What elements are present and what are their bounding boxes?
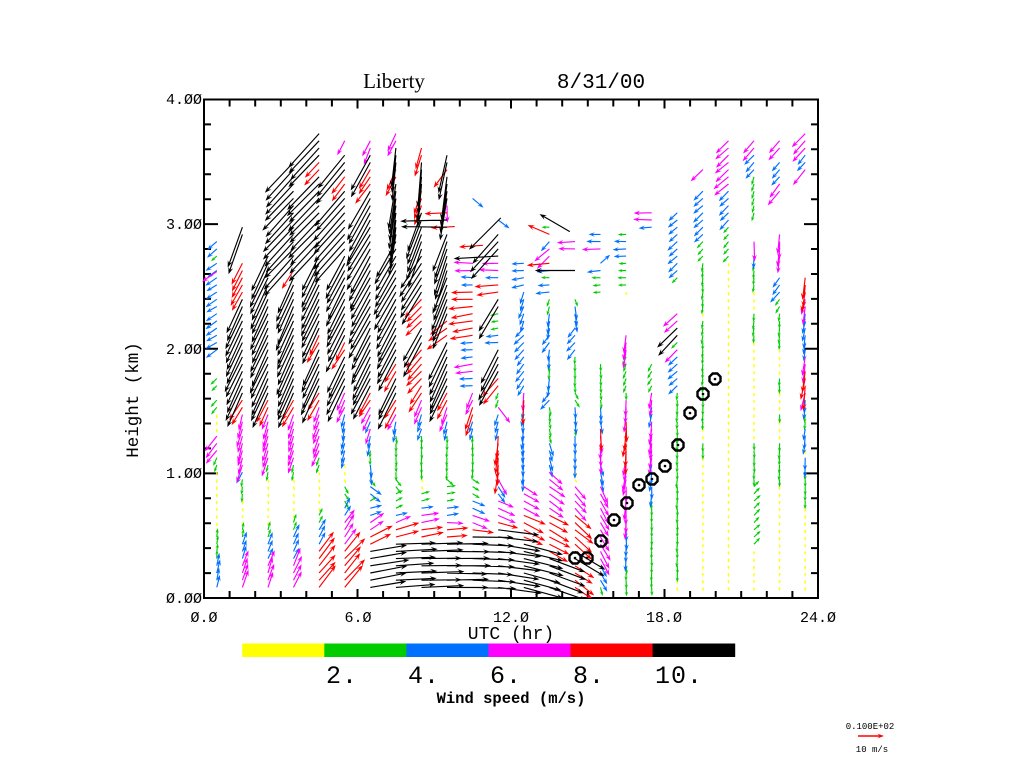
svg-text:10 m/s: 10 m/s [856,745,888,755]
svg-text:Liberty: Liberty [363,69,425,93]
svg-text:8.: 8. [573,662,605,691]
svg-text:Wind speed (m/s): Wind speed (m/s) [437,690,586,708]
svg-text:4.ØØ: 4.ØØ [166,92,202,109]
svg-text:6.Ø: 6.Ø [344,610,371,627]
svg-text:2.: 2. [326,662,358,691]
svg-text:UTC (hr): UTC (hr) [468,625,554,645]
svg-text:8/31/00: 8/31/00 [557,72,645,95]
svg-text:2.ØØ: 2.ØØ [166,342,202,359]
svg-text:18.Ø: 18.Ø [646,610,682,627]
svg-text:Ø.Ø: Ø.Ø [190,610,217,627]
svg-text:12.Ø: 12.Ø [493,610,529,627]
svg-text:6.: 6. [490,662,522,691]
svg-text:Height (km): Height (km) [124,342,144,458]
svg-text:Ø.ØØ: Ø.ØØ [166,591,202,608]
svg-text:24.Ø: 24.Ø [800,610,836,627]
svg-text:4.: 4. [408,662,440,691]
svg-text:3.ØØ: 3.ØØ [166,217,202,234]
svg-text:0.100E+02: 0.100E+02 [846,722,895,732]
svg-text:10.: 10. [655,662,703,691]
svg-text:1.ØØ: 1.ØØ [166,466,202,483]
